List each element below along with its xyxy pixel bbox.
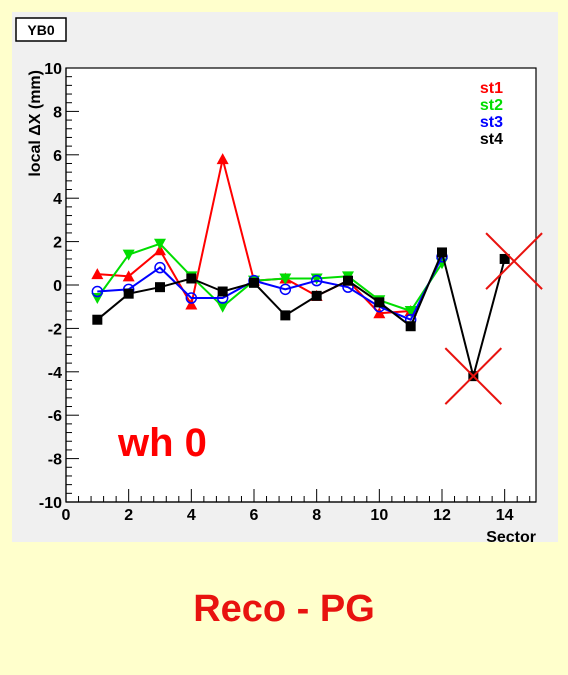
data-point xyxy=(249,277,259,288)
data-point xyxy=(185,298,198,310)
canvas-tag: YB0 xyxy=(15,17,67,42)
legend-entry: st3 xyxy=(480,114,503,131)
data-point xyxy=(92,314,103,325)
data-point xyxy=(154,261,166,274)
data-point xyxy=(185,292,198,304)
canvas-tag-label: YB0 xyxy=(27,22,54,38)
data-point xyxy=(437,247,447,258)
data-point xyxy=(91,268,104,280)
y-tick-label: -8 xyxy=(48,452,62,469)
y-tick-label: 10 xyxy=(44,61,62,78)
data-point xyxy=(279,283,292,296)
series-line xyxy=(96,249,506,381)
data-point xyxy=(405,321,416,332)
data-point xyxy=(373,307,386,319)
data-series xyxy=(91,153,510,382)
data-point xyxy=(91,285,104,298)
footer-caption: Reco - PG xyxy=(193,588,375,630)
data-point xyxy=(122,249,135,261)
x-tick-label: 14 xyxy=(496,507,514,524)
legend-entry: st4 xyxy=(480,131,503,148)
annotations: wh 0 xyxy=(117,421,207,465)
x-tick-label: 8 xyxy=(312,507,321,524)
y-tick-label: 0 xyxy=(53,278,62,295)
series-line xyxy=(96,242,443,313)
x-tick-label: 2 xyxy=(124,507,133,524)
data-point xyxy=(374,297,385,308)
reject-cross-line xyxy=(485,232,543,290)
x-axis-title: Sector xyxy=(486,529,536,542)
y-tick-label: 4 xyxy=(53,191,62,208)
data-point xyxy=(279,273,292,285)
x-tick-label: 4 xyxy=(187,507,196,524)
data-point xyxy=(186,273,197,284)
data-point xyxy=(155,282,165,293)
plot-canvas: YB0 -10 -8 -6 -4 -2 0 2 4 6 8 10 0 2 4 6 8 10 12 14 Sector l… xyxy=(12,12,558,542)
data-point xyxy=(154,238,166,250)
x-tick-label: 10 xyxy=(370,507,388,524)
data-point xyxy=(216,153,229,165)
data-point xyxy=(123,288,134,299)
y-tick-label: 2 xyxy=(53,235,62,252)
data-point xyxy=(499,253,510,264)
axes: -10 -8 -6 -4 -2 0 2 4 6 8 10 0 2 4 6 8 10 12 14 Sector local… xyxy=(27,61,536,542)
wheel-annotation: wh 0 xyxy=(117,421,207,465)
x-tick-label: 6 xyxy=(250,507,259,524)
data-point xyxy=(217,286,228,297)
rejected-points xyxy=(444,232,543,405)
y-tick-label: -6 xyxy=(48,408,62,425)
x-tick-label: 0 xyxy=(62,507,71,524)
data-point xyxy=(154,244,166,256)
data-point xyxy=(216,301,229,313)
x-tick-label: 12 xyxy=(433,507,451,524)
chart: YB0 -10 -8 -6 -4 -2 0 2 4 6 8 10 0 2 4 6 8 10 12 14 Sector l… xyxy=(15,17,543,542)
legend-entry: st1 xyxy=(480,80,503,97)
y-axis-title: local ΔX (mm) xyxy=(27,70,44,177)
y-tick-label: -4 xyxy=(48,365,62,382)
data-point xyxy=(310,274,323,287)
series-st4 xyxy=(92,247,510,382)
data-point xyxy=(311,290,322,301)
legend-entry: st2 xyxy=(480,97,503,114)
data-point xyxy=(343,275,353,286)
data-point xyxy=(404,306,417,318)
data-point xyxy=(280,310,291,321)
y-tick-label: 8 xyxy=(53,104,62,121)
y-tick-label: -10 xyxy=(39,495,62,512)
data-point xyxy=(122,270,135,282)
y-tick-label: 6 xyxy=(53,148,62,165)
reject-cross-line xyxy=(444,347,503,405)
y-tick-label: -2 xyxy=(48,321,62,338)
